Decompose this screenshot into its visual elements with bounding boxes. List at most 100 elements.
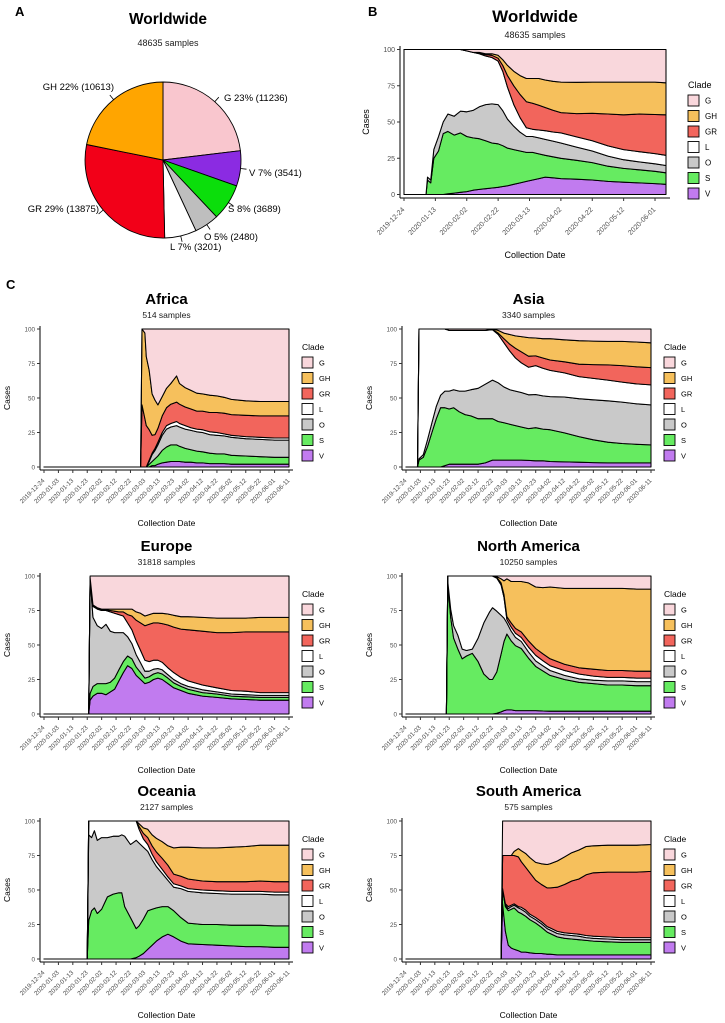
chart-title: Asia [513,291,545,308]
y-axis-title: Cases [364,878,374,902]
y-tick-label: 0 [31,712,35,719]
legend-label-L: L [319,897,323,906]
legend-label-G: G [705,97,711,106]
legend-swatch-O [663,418,676,431]
legend-swatch-GR [687,125,700,138]
legend-swatch-GR [663,879,676,892]
legend-label-G: G [681,851,687,860]
legend-label-L: L [319,405,323,414]
legend-swatch-G [301,603,314,616]
legend-swatch-GR [663,387,676,400]
legend-swatch-S [301,434,314,446]
y-tick-label: 0 [393,465,397,472]
legend-label-V: V [319,944,324,953]
legend-swatch-L [301,895,314,907]
legend-label-GH: GH [319,621,330,630]
y-tick-label: 0 [31,465,35,472]
legend-label-O: O [319,668,325,677]
area-band-G [43,820,290,960]
legend-swatch-L [663,895,676,907]
y-tick-label: 100 [386,574,397,581]
x-axis-title: Collection Date [500,1010,558,1020]
legend-swatch-GR [301,634,314,647]
legend-label-GR: GR [319,637,331,646]
legend-label-GR: GR [319,882,331,891]
legend-label-L: L [681,652,685,661]
x-tick-label: 2020-06-01 [627,206,657,236]
legend-label-GR: GR [681,637,693,646]
legend-swatch-L [663,650,676,662]
legend-swatch-GR [301,879,314,892]
legend-label-L: L [705,143,710,152]
legend-label-S: S [681,683,686,692]
chart-title: South America [476,783,582,800]
y-axis-title: Cases [2,878,12,902]
legend-label-GH: GH [681,866,692,875]
legend-title: Clade [664,342,686,352]
panel-label-b: B [368,4,378,19]
pie-label-L: L 7% (3201) [170,242,221,253]
legend-swatch-L [301,403,314,415]
legend-title: Clade [302,589,324,599]
x-axis-title: Collection Date [138,518,196,528]
y-tick-label: 25 [28,677,36,684]
legend-swatch-V [663,449,676,462]
pie-label-O: O 5% (2480) [204,232,258,243]
y-tick-label: 75 [28,853,36,860]
legend-swatch-O [301,418,314,431]
legend-swatch-V [687,187,700,200]
legend-swatch-GH [301,864,314,876]
legend-swatch-V [301,696,314,709]
legend-swatch-G [687,94,700,107]
legend-swatch-G [663,603,676,616]
legend-label-S: S [681,928,686,937]
legend-label-O: O [319,421,325,430]
x-axis-title: Collection Date [500,518,558,528]
y-tick-label: 75 [28,608,36,615]
legend-label-L: L [319,652,323,661]
legend-swatch-GH [663,372,676,384]
legend-swatch-G [663,848,676,861]
area-band-G [43,575,290,715]
y-tick-label: 50 [390,643,398,650]
chart-subtitle: 48635 samples [137,38,199,48]
legend-swatch-O [301,665,314,678]
y-tick-label: 0 [393,957,397,964]
y-tick-label: 75 [390,853,398,860]
area-band-G [405,575,652,715]
y-tick-label: 0 [391,192,395,199]
panel-label-c: C [6,277,16,292]
chart-title: Worldwide [492,7,578,26]
legend-label-V: V [681,944,686,953]
x-tick-label: 2019-12-24 [376,206,406,236]
area-band-G [405,820,652,960]
legend-swatch-O [663,910,676,923]
legend-swatch-V [301,449,314,462]
x-tick-label: 2020-05-12 [596,206,626,236]
legend-swatch-GH [301,619,314,631]
chart-title: Europe [141,538,193,555]
pie-slice-G [162,81,241,161]
legend-swatch-V [663,941,676,954]
legend-label-G: G [319,851,325,860]
legend-label-O: O [681,913,687,922]
y-tick-label: 100 [24,327,35,334]
y-tick-label: 25 [390,922,398,929]
pie-label-V: V 7% (3541) [249,168,302,179]
y-tick-label: 0 [393,712,397,719]
legend-swatch-G [663,356,676,369]
y-tick-label: 25 [387,156,395,163]
legend-swatch-S [687,172,700,184]
legend-label-S: S [319,928,324,937]
legend-swatch-V [663,696,676,709]
area-band-G [403,48,667,84]
x-tick-label: 2020-04-02 [533,206,563,236]
y-tick-label: 25 [28,430,36,437]
legend-label-GH: GH [681,621,692,630]
pie-label-S: S 8% (3689) [228,204,281,215]
chart-title: Oceania [137,783,196,800]
y-axis-title: Cases [364,633,374,657]
